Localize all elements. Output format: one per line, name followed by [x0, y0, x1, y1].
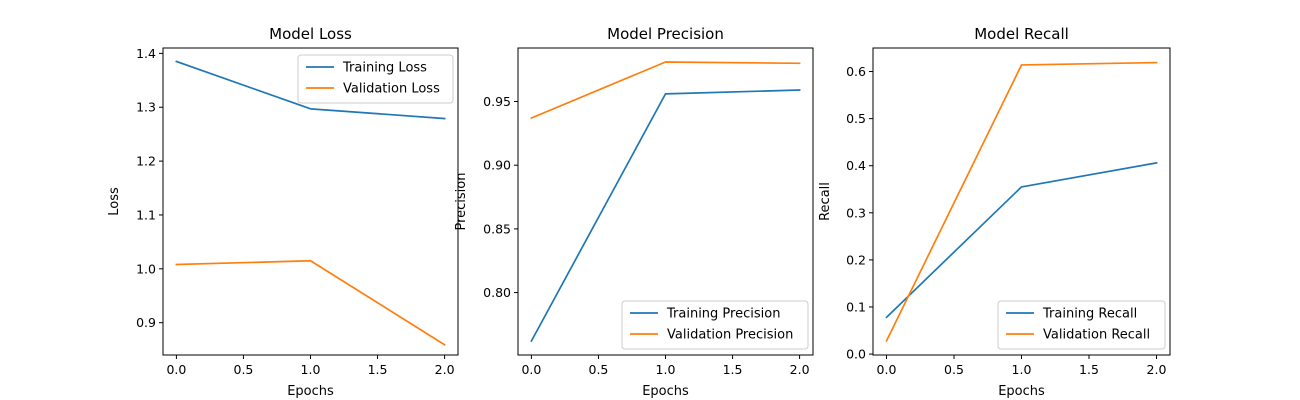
y-tick-label: 1.2	[136, 154, 156, 169]
chart-panel-3: Model Recall 0.0 0.5 1.0 1.5 2.0 0.0 0.1 0.2 0.3 0…	[818, 25, 1171, 399]
y-axis-label: Recall	[818, 182, 833, 221]
legend-label-1: Training Recall	[1042, 307, 1137, 322]
y-tick-label: 0.5	[846, 111, 866, 126]
legend-label-1: Training Loss	[342, 61, 427, 76]
chart-panel-2: Model Precision 0.0 0.5 1.0 1.5 2.0 0.80 0.85 0.…	[454, 25, 814, 399]
y-tick-label: 0.3	[846, 205, 866, 220]
y-axis-label: Precision	[454, 172, 469, 230]
y-tick-label: 0.80	[483, 285, 511, 300]
x-axis-label: Epochs	[998, 384, 1045, 399]
series-line-2	[530, 61, 801, 120]
x-axis-label: Epochs	[287, 384, 334, 399]
legend-box	[621, 300, 809, 350]
y-tick-label: 0.2	[846, 252, 866, 267]
y-tick-label: 0.85	[483, 221, 511, 236]
chart-panel-1: Model Loss 0.0 0.5 1.0 1.5 2.0 0.9 1.0 1.1 1.2 1.3…	[107, 25, 459, 399]
y-tick-label: 1.0	[136, 261, 156, 276]
x-tick-label: 2.0	[435, 362, 455, 377]
legend: Training Precision Validation Precision	[621, 300, 809, 350]
x-tick-label: 1.0	[656, 362, 676, 377]
x-tick-label: 1.0	[1012, 362, 1032, 377]
x-tick-label: 0.0	[166, 362, 186, 377]
series-line-1	[530, 89, 801, 343]
legend-label-2: Validation Precision	[667, 328, 793, 343]
y-tick-label: 1.1	[136, 207, 156, 222]
y-tick-label: 1.3	[136, 100, 156, 115]
x-tick-label: 0.0	[877, 362, 897, 377]
y-tick-label: 1.4	[136, 46, 156, 61]
legend-label-2: Validation Loss	[343, 82, 440, 97]
x-axis-label: Epochs	[642, 384, 689, 399]
legend-label-1: Training Precision	[666, 307, 780, 322]
chart-title: Model Precision	[607, 25, 724, 43]
legend: Training Loss Validation Loss	[297, 54, 454, 104]
legend-label-2: Validation Recall	[1043, 328, 1150, 343]
y-tick-label: 0.9	[136, 315, 156, 330]
series-line-2	[885, 61, 1158, 343]
y-axis-label: Loss	[107, 187, 122, 216]
series-line-2	[175, 259, 446, 346]
legend: Training Recall Validation Recall	[997, 300, 1166, 350]
x-tick-label: 2.0	[1147, 362, 1167, 377]
legend-box	[997, 300, 1166, 350]
x-tick-label: 1.0	[301, 362, 321, 377]
x-tick-label: 0.5	[234, 362, 254, 377]
x-tick-label: 1.5	[723, 362, 743, 377]
legend-box	[297, 54, 454, 104]
chart-title: Model Loss	[269, 25, 352, 43]
series-line-1	[175, 60, 446, 120]
y-tick-label: 0.6	[846, 64, 866, 79]
x-tick-label: 0.0	[521, 362, 541, 377]
chart-title: Model Recall	[974, 25, 1069, 43]
x-tick-label: 1.5	[368, 362, 388, 377]
y-tick-label: 0.95	[483, 94, 511, 109]
x-tick-label: 0.5	[589, 362, 609, 377]
x-tick-label: 1.5	[1079, 362, 1099, 377]
series-line-1	[885, 161, 1158, 319]
x-tick-label: 0.5	[944, 362, 964, 377]
x-tick-label: 2.0	[790, 362, 810, 377]
y-tick-label: 0.1	[846, 299, 866, 314]
y-tick-label: 0.0	[846, 347, 866, 362]
y-tick-label: 0.4	[846, 158, 866, 173]
y-tick-label: 0.90	[483, 158, 511, 173]
